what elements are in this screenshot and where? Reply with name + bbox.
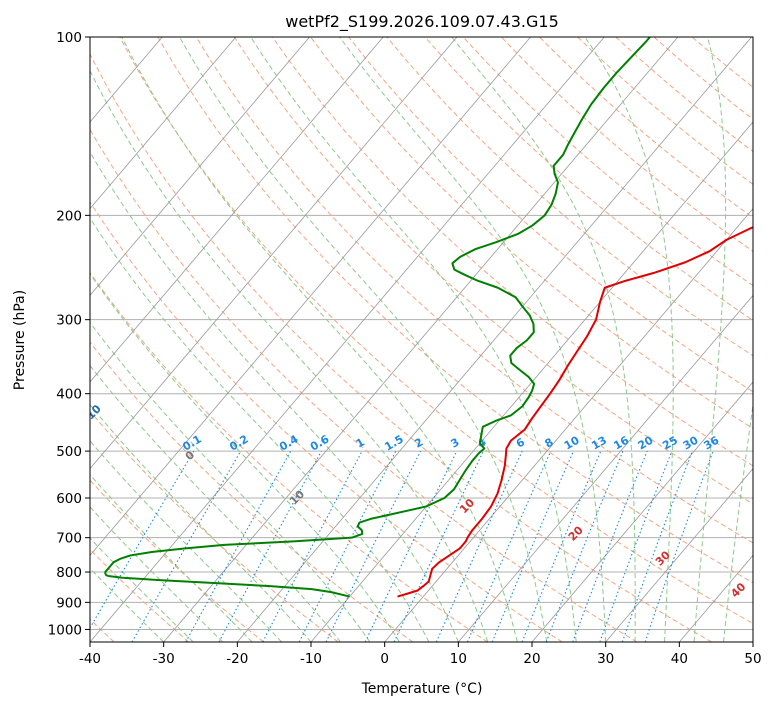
y-tick-label: 200 (56, 208, 82, 224)
dry-adiabat-line (233, 37, 753, 505)
moist-adiabat-line (90, 506, 223, 642)
dry-adiabat-line (424, 37, 753, 321)
moist-adiabat-line (90, 151, 459, 642)
isotherm-line (605, 468, 753, 642)
y-tick-label: 900 (56, 595, 82, 611)
mixing-ratio-line (621, 450, 693, 642)
moist-adiabat-line (90, 321, 371, 642)
mixing-ratio-lines (90, 450, 714, 642)
x-tick-label: -40 (79, 651, 101, 667)
isotherm-line (90, 37, 605, 642)
mixing-ratio-line (325, 450, 422, 642)
moist-adiabat-line (584, 37, 674, 642)
moist-adiabat-line (90, 217, 430, 642)
mixing-ratio-line (298, 450, 397, 642)
dry-adiabat-line (271, 37, 753, 467)
mixing-ratio-line (491, 450, 575, 642)
moist-adiabat-line (121, 37, 518, 642)
isotherm-line (90, 37, 237, 210)
mixing-ratio-line (435, 450, 523, 642)
moist-adiabat-line (339, 37, 607, 642)
x-tick-label: 20 (523, 651, 540, 667)
moist-adiabat-line (451, 37, 636, 642)
moist-adiabat-line (90, 364, 341, 642)
dry-adiabat-line (157, 37, 753, 584)
moist-adiabat-line (90, 69, 489, 642)
dry-adiabat-line (90, 271, 488, 642)
isotherm-grid (90, 37, 753, 642)
isotherm-line (90, 37, 384, 383)
dry-adiabat-line (119, 37, 753, 625)
y-axis: 100 200 300 400 500 600 700 800 900 1000 (48, 30, 90, 638)
isotherm-line (163, 37, 679, 642)
chart-title: wetPf2_S199.2026.109.07.43.G15 (285, 12, 559, 32)
y-tick-label: 600 (56, 491, 82, 507)
mixing-ratio-line (572, 450, 648, 642)
mixing-ratio-line (467, 450, 552, 642)
moist-adiabat-line (250, 37, 577, 642)
x-tick-label: -20 (226, 651, 248, 667)
isobar-grid (90, 37, 753, 630)
isotherm-line (90, 37, 310, 296)
x-tick-label: -10 (300, 651, 322, 667)
mixing-ratio-line (521, 450, 602, 642)
x-tick-label: 50 (744, 651, 761, 667)
isotherm-line (310, 121, 753, 642)
dry-adiabat-line (310, 37, 753, 430)
y-tick-label: 800 (56, 565, 82, 581)
x-tick-label: 40 (671, 651, 688, 667)
x-axis-label: Temperature (°C) (361, 681, 483, 697)
mixing-ratio-line (185, 450, 292, 642)
moist-adiabat-line (90, 567, 165, 642)
isotherm-line (90, 37, 531, 556)
dry-adiabat-line (90, 201, 563, 642)
dry-adiabat-line (90, 52, 712, 642)
plot-frame (89, 36, 754, 643)
moist-adiabat-line (90, 537, 194, 642)
dry-adiabat-line (90, 410, 339, 642)
isotherm-line (384, 208, 753, 642)
isotherm-line (237, 37, 752, 642)
y-tick-label: 300 (56, 313, 82, 329)
moist-adiabat-line (693, 37, 727, 642)
x-tick-label: 0 (380, 651, 389, 667)
moist-adiabat-line (90, 440, 282, 642)
y-tick-label: 1000 (48, 622, 82, 638)
moist-adiabat-line (90, 473, 253, 642)
moist-adiabat-line (723, 401, 753, 642)
moist-adiabat-line (752, 637, 753, 642)
dry-adiabat-line (386, 37, 753, 357)
dry-adiabat-line (90, 479, 264, 642)
dry-adiabats (90, 37, 753, 642)
temperature-profile (397, 226, 753, 598)
dry-adiabat-line (90, 128, 638, 642)
isotherm-line (752, 641, 753, 642)
x-tick-label: -30 (153, 651, 175, 667)
mixing-ratio-line (599, 450, 673, 642)
x-tick-label: 10 (450, 651, 467, 667)
y-axis-label: Pressure (hPa) (12, 290, 28, 390)
mixing-ratio-line (545, 450, 624, 642)
y-tick-label: 100 (56, 30, 82, 46)
dry-adiabat-line (462, 37, 753, 287)
y-tick-label: 500 (56, 444, 82, 460)
isotherm-line (90, 37, 458, 470)
plot-background (90, 37, 753, 642)
isotherm-line (531, 381, 753, 642)
isotherm-line (458, 294, 753, 642)
sounding-series (104, 37, 753, 598)
mixing-ratio-line (644, 450, 714, 642)
mixing-ratio-line (218, 450, 322, 642)
dewpoint-profile (104, 37, 651, 598)
moist-adiabat-line (90, 273, 400, 642)
y-tick-label: 400 (56, 387, 82, 403)
x-axis: -40 -30 -20 -10 0 10 20 30 40 50 (79, 642, 762, 667)
x-tick-label: 30 (597, 651, 614, 667)
y-tick-label: 700 (56, 531, 82, 547)
